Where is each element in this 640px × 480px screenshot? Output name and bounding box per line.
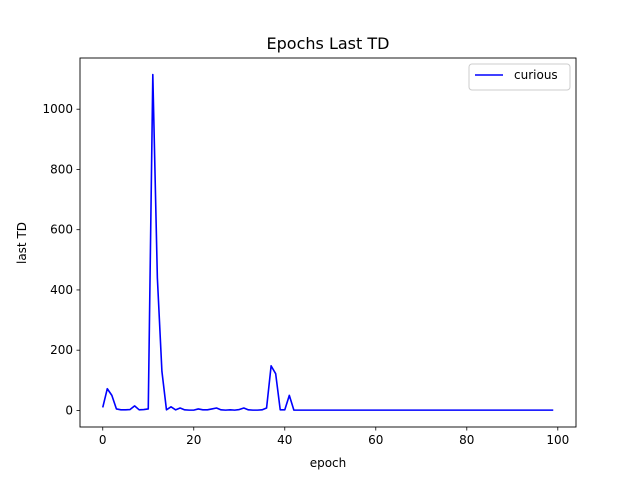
y-tick-label: 200 [50,343,73,357]
y-tick-label: 800 [50,162,73,176]
series-line-curious [101,73,554,411]
x-tick-label: 0 [99,433,107,447]
x-axis-label: epoch [310,456,347,470]
legend-label-curious: curious [514,68,558,82]
x-tick-label: 100 [546,433,569,447]
y-tick-label: 0 [65,403,73,417]
x-tick-label: 40 [277,433,292,447]
y-tick-label: 1000 [42,102,73,116]
axes-frame [79,57,577,428]
x-axis: 0 20 40 60 80 100 [99,427,569,447]
x-tick-label: 80 [459,433,474,447]
y-tick-label: 400 [50,283,73,297]
y-axis-label: last TD [15,222,29,264]
y-axis: 0 200 400 600 800 1000 [42,102,80,417]
x-tick-label: 20 [186,433,201,447]
legend: curious [468,63,571,91]
x-tick-label: 60 [368,433,383,447]
y-tick-label: 600 [50,223,73,237]
chart-title: Epochs Last TD [267,34,390,53]
legend-box [468,63,571,91]
